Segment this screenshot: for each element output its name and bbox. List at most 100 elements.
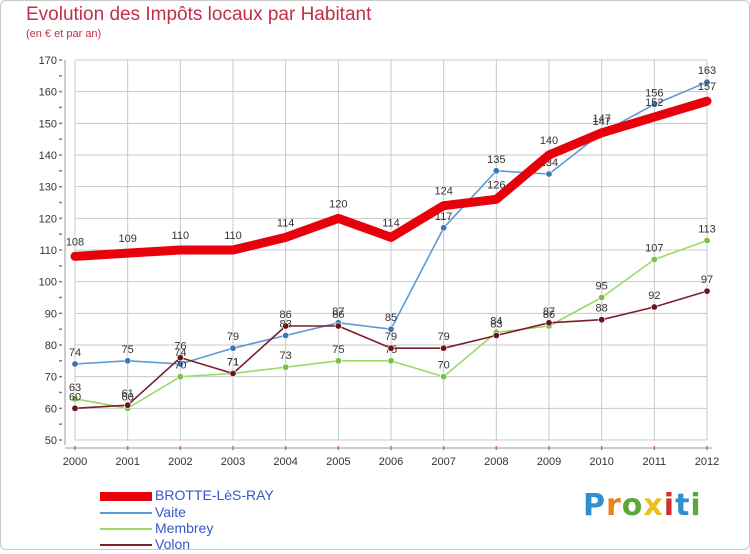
x-tick-label: 2007	[431, 456, 455, 468]
data-label: 152	[645, 97, 663, 109]
data-label: 92	[648, 290, 660, 302]
data-label: 114	[382, 217, 400, 229]
data-point	[387, 344, 395, 352]
data-point	[440, 344, 448, 352]
y-tick-label: 50	[45, 435, 57, 447]
data-label: 79	[227, 331, 239, 343]
data-label: 110	[224, 230, 242, 242]
data-label: 157	[698, 81, 716, 93]
data-point	[703, 287, 711, 295]
logo-letter: o	[621, 488, 644, 523]
data-label: 71	[227, 357, 239, 369]
x-tick-label: 2006	[379, 456, 403, 468]
logo-letter: i	[690, 488, 702, 523]
data-point	[334, 322, 342, 330]
logo-letter: i	[663, 488, 676, 523]
data-point	[492, 331, 500, 339]
y-tick-label: 90	[45, 308, 57, 320]
legend-swatch	[100, 512, 152, 514]
data-label: 147	[592, 116, 610, 128]
data-label: 126	[487, 179, 505, 191]
x-tick-label: 2009	[537, 456, 561, 468]
data-label: 109	[118, 233, 136, 245]
data-point	[282, 322, 290, 330]
data-point	[229, 344, 237, 352]
y-tick-label: 110	[39, 245, 57, 257]
y-tick-label: 140	[39, 150, 57, 162]
y-tick-label: 100	[39, 277, 57, 289]
legend-label: Membrey	[155, 520, 214, 536]
data-label: 73	[280, 350, 292, 362]
data-point	[229, 369, 237, 377]
data-label: 86	[332, 309, 344, 321]
x-tick-label: 2000	[63, 456, 87, 468]
logo-letter: x	[643, 488, 664, 523]
data-label: 79	[385, 331, 397, 343]
data-label: 108	[66, 236, 84, 248]
y-tick-label: 160	[39, 87, 57, 99]
x-tick-label: 2008	[484, 456, 508, 468]
data-point	[440, 224, 448, 232]
data-point	[71, 395, 79, 403]
y-tick-label: 70	[45, 372, 57, 384]
data-label: 97	[701, 274, 713, 286]
data-point	[650, 255, 658, 263]
legend-label: Volon	[155, 536, 191, 552]
y-tick-label: 120	[39, 213, 57, 225]
legend-label: Vaite	[155, 504, 186, 520]
data-label: 110	[172, 230, 190, 242]
legend-swatch	[100, 491, 152, 501]
data-label: 75	[332, 344, 344, 356]
data-label: 63	[69, 382, 81, 394]
x-tick-label: 2011	[643, 456, 667, 468]
data-label: 60	[69, 391, 81, 403]
y-tick-label: 60	[45, 403, 57, 415]
y-tick-label: 150	[39, 118, 57, 130]
data-label: 76	[174, 341, 186, 353]
y-tick-label: 170	[39, 55, 57, 67]
data-point	[282, 363, 290, 371]
data-point	[545, 319, 553, 327]
x-tick-label: 2010	[589, 456, 613, 468]
data-label: 124	[434, 186, 452, 198]
data-point	[124, 357, 132, 365]
chart-title: Evolution des Impôts locaux par Habitant	[26, 4, 372, 25]
data-label: 163	[698, 65, 716, 77]
data-point	[71, 404, 79, 412]
data-point	[71, 360, 79, 368]
logo-letter: r	[606, 488, 622, 523]
data-point	[598, 293, 606, 301]
data-label: 71	[227, 357, 239, 369]
x-tick-label: 2012	[695, 456, 719, 468]
data-point	[176, 373, 184, 381]
logo-letter: t	[675, 488, 691, 523]
data-label: 86	[543, 309, 555, 321]
x-tick-label: 2003	[221, 456, 245, 468]
data-point	[334, 357, 342, 365]
data-point	[440, 373, 448, 381]
data-point	[282, 331, 290, 339]
data-label: 87	[332, 306, 344, 318]
data-point	[176, 354, 184, 362]
data-label: 84	[490, 315, 502, 327]
data-label: 70	[438, 360, 450, 372]
data-label: 85	[385, 312, 397, 324]
data-label: 140	[540, 135, 558, 147]
data-label: 114	[277, 217, 295, 229]
data-point	[545, 170, 553, 178]
y-tick-label: 80	[45, 340, 57, 352]
legend-label: BROTTE-LèS-RAY	[155, 487, 274, 503]
x-tick-label: 2004	[273, 456, 297, 468]
data-point	[387, 325, 395, 333]
data-label: 117	[435, 211, 453, 223]
chart-subtitle: (en € et par an)	[26, 28, 102, 40]
data-point	[387, 357, 395, 365]
data-label: 70	[174, 360, 186, 372]
data-label: 156	[645, 87, 663, 99]
x-tick-label: 2005	[326, 456, 350, 468]
data-label: 79	[438, 331, 450, 343]
proxiti-logo: Proxiti	[583, 488, 702, 523]
data-label: 135	[487, 154, 505, 166]
data-label: 120	[329, 198, 347, 210]
data-point	[124, 401, 132, 409]
